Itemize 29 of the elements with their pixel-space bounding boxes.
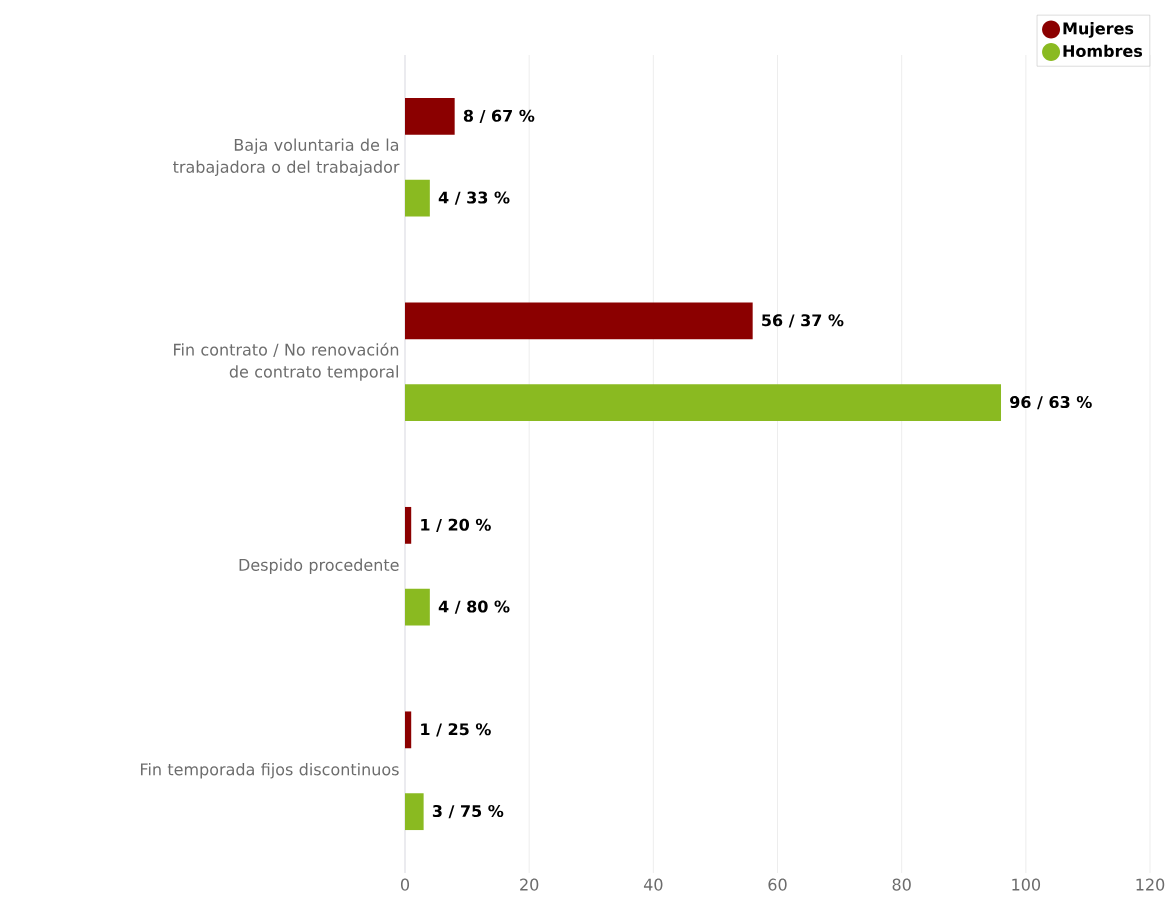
y-tick-label: Despido procedente	[239, 558, 399, 574]
x-tick-label: 80	[892, 878, 911, 891]
y-tick-label: Baja voluntaria de la trabajadora o del trabajador	[173, 138, 400, 176]
bar	[405, 711, 412, 749]
data-label: 1 / 25 %	[421, 723, 491, 737]
bar	[405, 506, 412, 544]
bar	[405, 179, 430, 217]
data-label: 1 / 20 %	[421, 518, 491, 533]
data-label: 8 / 67 %	[463, 109, 535, 124]
legend-label: Hombres	[1063, 44, 1143, 58]
x-tick-label: 20	[520, 878, 539, 891]
bar	[405, 97, 455, 135]
bar	[405, 302, 753, 340]
data-label: 4 / 80 %	[438, 600, 510, 614]
x-tick-label: 60	[768, 878, 787, 891]
x-tick-label: 120	[1136, 878, 1165, 891]
data-label: 3 / 75 %	[432, 804, 504, 819]
bar	[405, 793, 424, 831]
bar	[405, 588, 430, 626]
legend-label: Mujeres	[1063, 22, 1134, 38]
y-tick-label: Fin temporada fijos discontinuos	[140, 763, 399, 779]
y-tick-label: Fin contrato / No renovación de contrato temporal	[174, 342, 399, 381]
x-tick-label: 0	[400, 878, 410, 891]
x-tick-label: 100	[1012, 878, 1041, 891]
x-tick-label: 40	[643, 878, 663, 891]
bar	[405, 384, 1002, 422]
data-label: 56 / 37 %	[762, 314, 844, 328]
data-label: 4 / 33 %	[438, 191, 510, 205]
data-label: 96 / 63 %	[1010, 395, 1092, 410]
